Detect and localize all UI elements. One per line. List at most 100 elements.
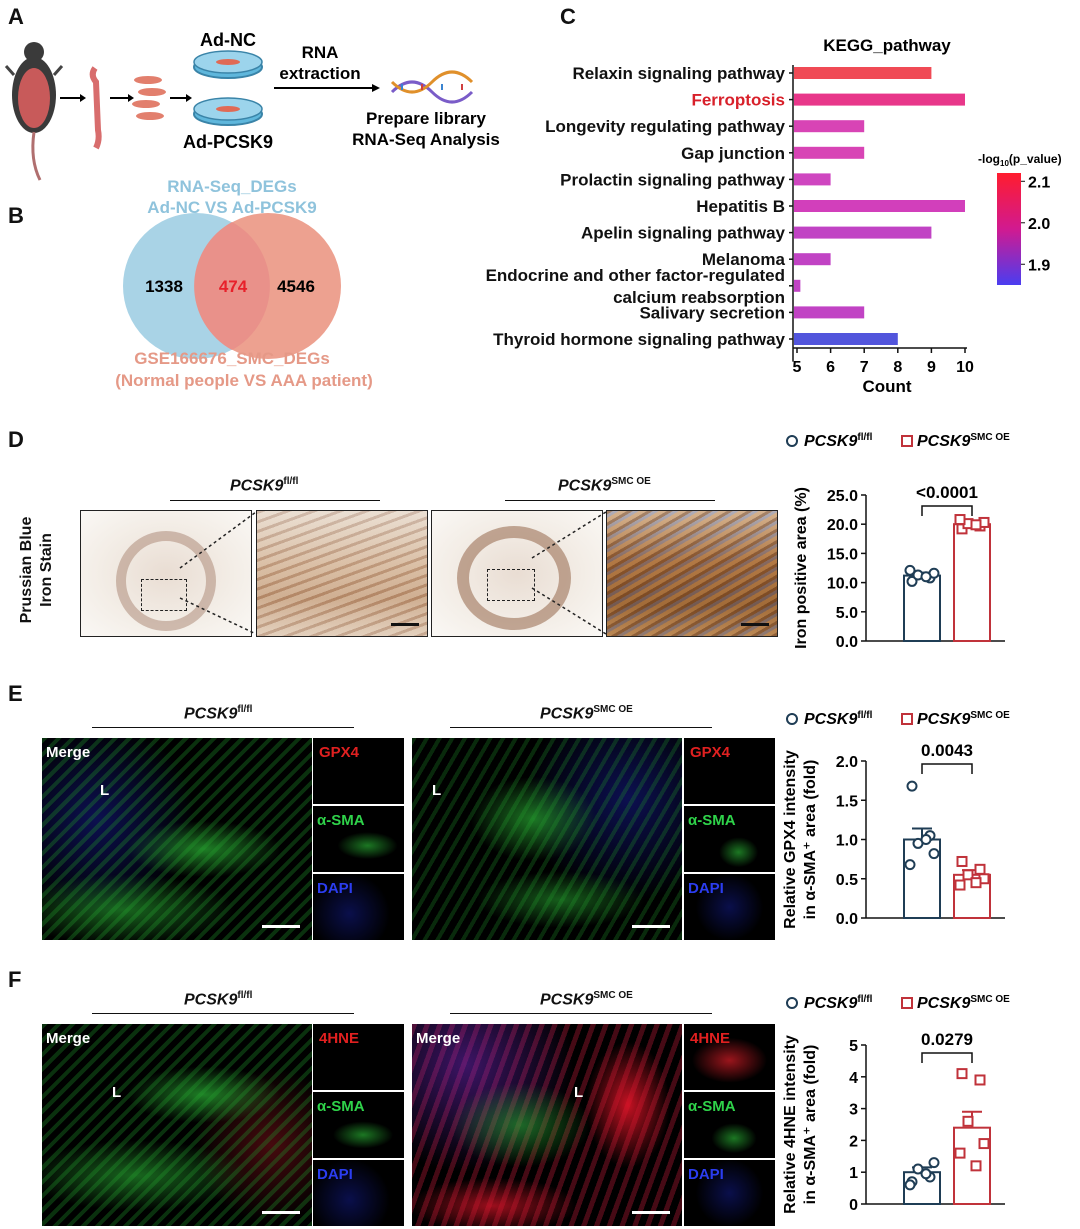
venn-title-1: RNA-Seq_DEGs bbox=[167, 177, 296, 196]
p-value-label: 0.0043 bbox=[921, 741, 973, 760]
colorbar-tick-label: 2.1 bbox=[1028, 174, 1050, 191]
fluor-ch1-4hne-oe: 4HNE bbox=[684, 1024, 775, 1090]
fluor-merge-4hne-oe: Merge L bbox=[412, 1024, 682, 1226]
kegg-x-tick-label: 7 bbox=[860, 359, 869, 376]
kegg-category-label: Melanoma bbox=[702, 250, 786, 269]
fluor-ch3-4hne-oe: DAPI bbox=[684, 1160, 775, 1226]
y-axis-label: Iron positive area (%) bbox=[793, 487, 810, 649]
data-point bbox=[920, 571, 932, 583]
micrograph-iron-fl-zoom bbox=[256, 510, 428, 637]
group-label-oe-e: PCSK9SMC OE bbox=[540, 704, 633, 723]
data-point bbox=[906, 780, 918, 792]
colorbar-tick-label: 1.9 bbox=[1028, 257, 1050, 274]
result-label-2: RNA-Seq Analysis bbox=[352, 130, 500, 149]
data-point bbox=[928, 1157, 940, 1169]
arrow-label-1: RNA bbox=[302, 43, 339, 62]
data-point bbox=[904, 1179, 916, 1191]
legend-label-oe: PCSK9SMC OE bbox=[917, 710, 1010, 728]
kegg-category-label: Relaxin signaling pathway bbox=[572, 64, 785, 83]
venn-bottom-1: GSE166676_SMC_DEGs bbox=[134, 349, 330, 368]
venn-diagram: RNA-Seq_DEGs Ad-NC VS Ad-PCSK9 1338 474 … bbox=[115, 177, 373, 390]
y-tick-label: 0.5 bbox=[836, 872, 858, 889]
y-tick-label: 1.5 bbox=[836, 793, 858, 810]
data-point bbox=[928, 848, 940, 860]
group-sup: SMC OE bbox=[593, 704, 633, 715]
panel-label-e: E bbox=[8, 681, 23, 706]
fluor-ch3-gpx4-fl: DAPI bbox=[313, 874, 404, 940]
cells-icon bbox=[132, 76, 166, 120]
channel-label: DAPI bbox=[688, 1166, 724, 1183]
fluor-ch1-4hne-fl: 4HNE bbox=[313, 1024, 404, 1090]
kegg-category-label: Apelin signaling pathway bbox=[581, 224, 786, 243]
y-tick-label: 0.0 bbox=[836, 634, 858, 651]
group-underline bbox=[450, 1013, 712, 1014]
group-name: PCSK9 bbox=[184, 705, 238, 723]
group-label-fl-d: PCSK9fl/fl bbox=[230, 476, 298, 495]
data-point bbox=[904, 564, 916, 576]
y-tick-label: 2 bbox=[849, 1133, 858, 1150]
kegg-bar bbox=[794, 146, 865, 159]
y-tick-label: 3 bbox=[849, 1102, 858, 1119]
venn-right-count: 4546 bbox=[277, 277, 315, 296]
channel-label: α-SMA bbox=[688, 1098, 736, 1115]
kegg-x-tick-label: 5 bbox=[793, 359, 802, 376]
legend-marker-fl bbox=[786, 713, 798, 725]
data-point bbox=[912, 1163, 924, 1175]
legend-label-fl: PCSK9fl/fl bbox=[804, 994, 873, 1012]
fluor-merge-gpx4-fl: Merge L bbox=[42, 738, 312, 940]
lumen-label: L bbox=[432, 782, 442, 799]
merge-label: Merge bbox=[416, 1030, 461, 1047]
iron-bar-chart: PCSK9fl/fl PCSK9SMC OE 0.0 5.0 10.0 15.0 20.0 2… bbox=[786, 432, 1010, 651]
data-point bbox=[920, 1168, 932, 1180]
fluor-ch2-4hne-fl: α-SMA bbox=[313, 1092, 404, 1158]
kegg-category-label: Thyroid hormone signaling pathway bbox=[493, 330, 785, 349]
p-value-label: <0.0001 bbox=[916, 483, 978, 502]
data-point bbox=[906, 575, 918, 587]
legend-label-fl: PCSK9fl/fl bbox=[804, 710, 873, 728]
channel-label: DAPI bbox=[317, 880, 353, 897]
micrograph-iron-oe-zoom bbox=[606, 510, 778, 637]
aorta-icon bbox=[89, 66, 102, 150]
y-axis-label: in α-SMA⁺ area (fold) bbox=[802, 1045, 819, 1205]
kegg-bar bbox=[794, 253, 831, 266]
group-label-oe-f: PCSK9SMC OE bbox=[540, 990, 633, 1009]
venn-title-2: Ad-NC VS Ad-PCSK9 bbox=[147, 198, 316, 217]
chart-legend: PCSK9fl/fl PCSK9SMC OE bbox=[786, 432, 1010, 450]
kegg-bar bbox=[794, 200, 965, 212]
fluor-ch2-gpx4-oe: α-SMA bbox=[684, 806, 775, 872]
fluor-ch1-gpx4-oe: GPX4 bbox=[684, 738, 775, 804]
kegg-x-tick-label: 8 bbox=[893, 359, 902, 376]
panel-label-f: F bbox=[8, 967, 22, 992]
group-sup: SMC OE bbox=[611, 476, 651, 487]
y-tick-label: 15.0 bbox=[827, 546, 858, 563]
kegg-title: KEGG_pathway bbox=[823, 36, 951, 55]
y-tick-label: 1 bbox=[849, 1165, 858, 1182]
kegg-bar bbox=[794, 306, 865, 319]
channel-label: 4HNE bbox=[690, 1030, 731, 1047]
channel-label: DAPI bbox=[688, 880, 724, 897]
kegg-bar bbox=[794, 93, 965, 106]
dish-icon bbox=[193, 50, 263, 126]
data-point bbox=[954, 514, 966, 526]
group-name: PCSK9 bbox=[540, 705, 594, 723]
y-tick-label: 5 bbox=[849, 1038, 858, 1055]
legend-label-fl: PCSK9fl/fl bbox=[804, 432, 873, 450]
data-point bbox=[904, 859, 916, 871]
data-point bbox=[920, 834, 932, 845]
group-sup: fl/fl bbox=[283, 476, 299, 487]
4hne-bar-chart: PCSK9fl/fl PCSK9SMC OE 0 1 2 3 4 5 Relative 4HNE… bbox=[782, 994, 1010, 1214]
fluor-ch3-gpx4-oe: DAPI bbox=[684, 874, 775, 940]
y-tick-label: 10.0 bbox=[827, 576, 858, 593]
kegg-xlabel: Count bbox=[862, 377, 911, 396]
p-value-label: 0.0279 bbox=[921, 1030, 973, 1049]
data-point bbox=[962, 869, 974, 881]
dish-top-label: Ad-NC bbox=[200, 30, 256, 50]
kegg-bar bbox=[794, 173, 831, 186]
channel-label: α-SMA bbox=[688, 812, 736, 829]
panel-label-b: B bbox=[8, 203, 24, 228]
zoom-guide-lines bbox=[179, 511, 607, 635]
data-point bbox=[954, 879, 966, 891]
data-point bbox=[956, 855, 968, 867]
data-point bbox=[970, 1160, 982, 1172]
y-tick-label: 0 bbox=[849, 1197, 858, 1214]
